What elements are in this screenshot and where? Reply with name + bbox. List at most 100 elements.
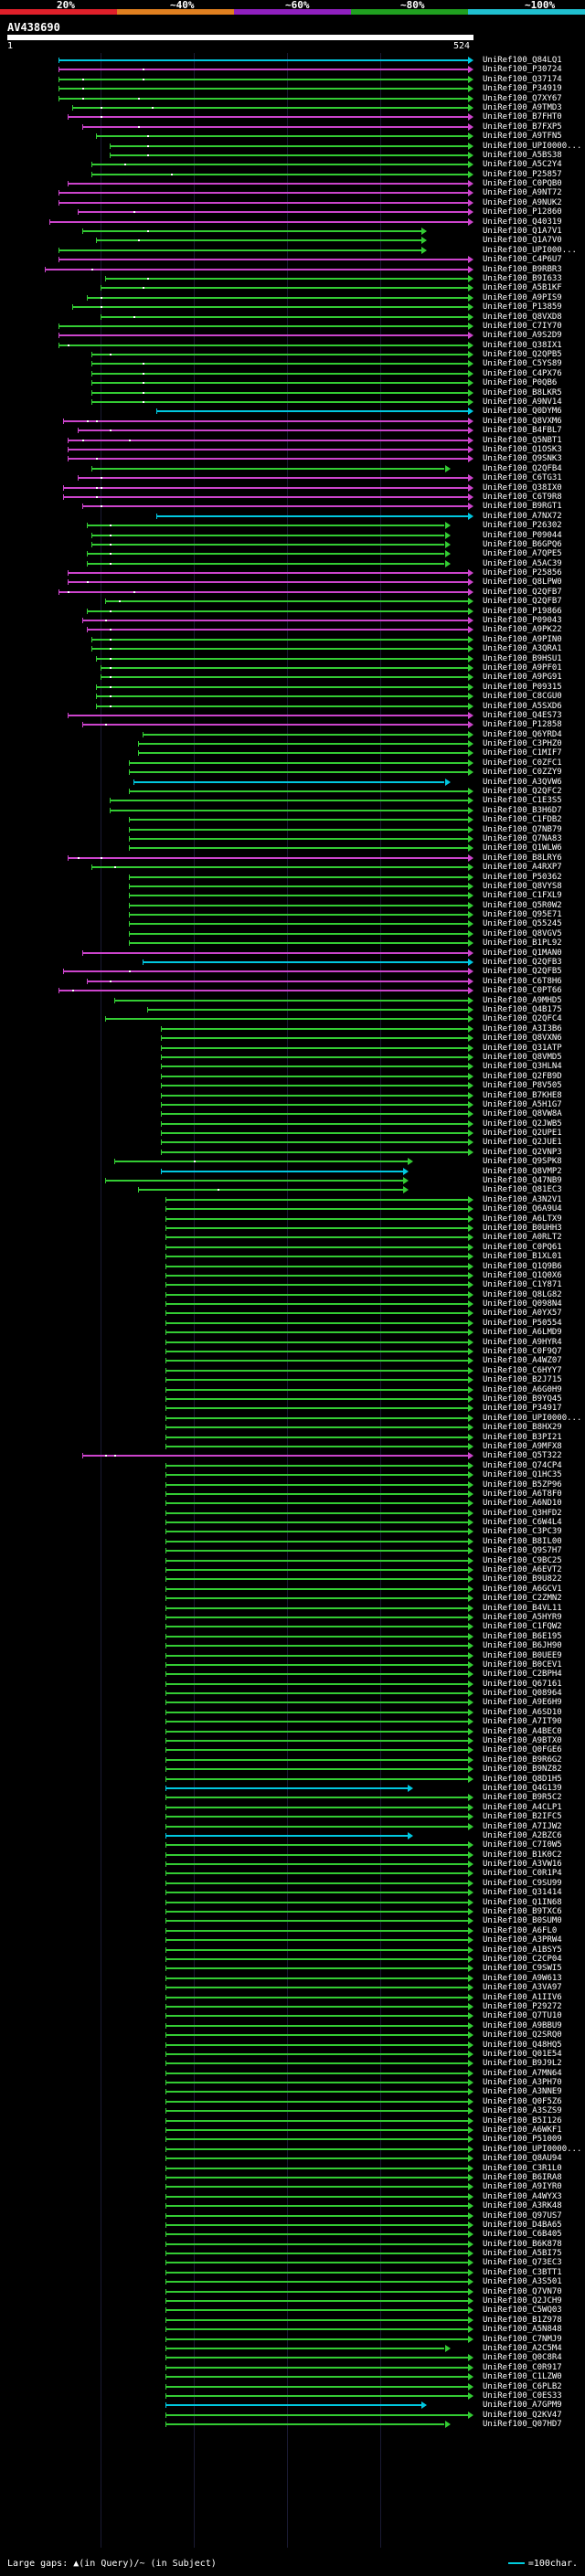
alignment-line[interactable] (81, 951, 468, 954)
hit-id-link[interactable]: UniRef100_C7NMJ9 (483, 2334, 562, 2344)
alignment-line[interactable] (90, 401, 468, 404)
alignment-line[interactable] (58, 259, 468, 261)
hit-id-link[interactable]: UniRef100_Q1Q0X6 (483, 1270, 562, 1280)
alignment-line[interactable] (165, 1777, 468, 1780)
hit-id-link[interactable]: UniRef100_Q7XY67 (483, 93, 562, 103)
hit-id-link[interactable]: UniRef100_C1Y871 (483, 1280, 562, 1290)
alignment-line[interactable] (165, 1569, 468, 1571)
alignment-line[interactable] (81, 230, 421, 233)
hit-row[interactable]: UniRef100_C3PHZ0 (0, 738, 585, 749)
hit-row[interactable]: UniRef100_Q8LPW0 (0, 577, 585, 588)
hit-id-link[interactable]: UniRef100_B8LKR5 (483, 387, 562, 398)
hit-id-link[interactable]: UniRef100_Q7NB79 (483, 824, 562, 834)
hit-id-link[interactable]: UniRef100_A6G0H9 (483, 1384, 562, 1394)
alignment-line[interactable] (114, 1161, 408, 1163)
hit-row[interactable]: UniRef100_A3NNE9 (0, 2086, 585, 2097)
hit-id-link[interactable]: UniRef100_C0ZFC1 (483, 758, 562, 768)
hit-id-link[interactable]: UniRef100_Q2QFB7 (483, 597, 562, 607)
hit-row[interactable]: UniRef100_B4VL11 (0, 1603, 585, 1614)
hit-row[interactable]: UniRef100_Q0DYM6 (0, 406, 585, 417)
hit-id-link[interactable]: UniRef100_Q31ATP (483, 1043, 562, 1053)
alignment-line[interactable] (165, 1882, 468, 1884)
hit-row[interactable]: UniRef100_A9IYR0 (0, 2181, 585, 2192)
hit-id-link[interactable]: UniRef100_A0YX57 (483, 1309, 562, 1319)
hit-row[interactable]: UniRef100_B0UEE9 (0, 1650, 585, 1661)
hit-id-link[interactable]: UniRef100_A5N848 (483, 2325, 562, 2335)
hit-row[interactable]: UniRef100_C4P6U7 (0, 254, 585, 265)
hit-row[interactable]: UniRef100_A2BZC6 (0, 1830, 585, 1841)
hit-row[interactable]: UniRef100_C2BPH4 (0, 1669, 585, 1680)
hit-id-link[interactable]: UniRef100_C0ZZY9 (483, 768, 562, 778)
hit-row[interactable]: UniRef100_Q9S7H7 (0, 1545, 585, 1556)
alignment-line[interactable] (72, 106, 468, 109)
alignment-line[interactable] (101, 676, 468, 679)
hit-row[interactable]: UniRef100_B6JH90 (0, 1640, 585, 1651)
hit-row[interactable]: UniRef100_A5BS38 (0, 150, 585, 161)
hit-id-link[interactable]: UniRef100_B1PL92 (483, 938, 562, 949)
hit-row[interactable]: UniRef100_Q8AU94 (0, 2153, 585, 2164)
hit-id-link[interactable]: UniRef100_C6W4L4 (483, 1518, 562, 1528)
hit-row[interactable]: UniRef100_C7NMJ9 (0, 2334, 585, 2345)
hit-id-link[interactable]: UniRef100_Q84LQ1 (483, 56, 562, 65)
alignment-line[interactable] (63, 970, 468, 973)
alignment-line[interactable] (81, 125, 468, 128)
hit-row[interactable]: UniRef100_P51009 (0, 2134, 585, 2145)
alignment-line[interactable] (137, 743, 468, 746)
hit-row[interactable]: UniRef100_B2IFC5 (0, 1811, 585, 1822)
hit-id-link[interactable]: UniRef100_Q2FB9D (483, 1071, 562, 1081)
hit-id-link[interactable]: UniRef100_Q47NB9 (483, 1176, 562, 1186)
alignment-line[interactable] (110, 154, 468, 156)
hit-id-link[interactable]: UniRef100_C8CGU0 (483, 692, 562, 702)
alignment-line[interactable] (68, 458, 468, 461)
hit-id-link[interactable]: UniRef100_A5BS38 (483, 150, 562, 160)
hit-row[interactable]: UniRef100_Q40319 (0, 217, 585, 228)
hit-id-link[interactable]: UniRef100_UPI0000... (483, 141, 582, 151)
hit-id-link[interactable]: UniRef100_B5I126 (483, 2115, 562, 2125)
hit-id-link[interactable]: UniRef100_Q8D1H5 (483, 1774, 562, 1784)
hit-row[interactable]: UniRef100_P34919 (0, 83, 585, 94)
hit-row[interactable]: UniRef100_A6FL0 (0, 1925, 585, 1936)
alignment-line[interactable] (86, 562, 445, 565)
hit-row[interactable]: UniRef100_C7IY70 (0, 321, 585, 332)
hit-id-link[interactable]: UniRef100_P30724 (483, 65, 562, 75)
hit-id-link[interactable]: UniRef100_Q8VMD5 (483, 1052, 562, 1062)
alignment-line[interactable] (90, 534, 445, 536)
hit-id-link[interactable]: UniRef100_C9BC25 (483, 1555, 562, 1565)
alignment-line[interactable] (90, 382, 468, 385)
hit-id-link[interactable]: UniRef100_Q8VMP2 (483, 1166, 562, 1176)
alignment-line[interactable] (81, 724, 468, 726)
alignment-line[interactable] (165, 1341, 468, 1343)
alignment-line[interactable] (165, 1312, 468, 1315)
hit-row[interactable]: UniRef100_C1FDB2 (0, 814, 585, 825)
hit-id-link[interactable]: UniRef100_Q40319 (483, 217, 562, 227)
hit-row[interactable]: UniRef100_Q37174 (0, 74, 585, 85)
hit-row[interactable]: UniRef100_Q5T322 (0, 1450, 585, 1461)
alignment-line[interactable] (165, 1853, 468, 1856)
alignment-line[interactable] (161, 1065, 468, 1068)
hit-id-link[interactable]: UniRef100_Q4G139 (483, 1783, 562, 1793)
hit-row[interactable]: UniRef100_P12860 (0, 207, 585, 217)
alignment-line[interactable] (128, 942, 468, 945)
hit-id-link[interactable]: UniRef100_A7NX72 (483, 511, 562, 521)
hit-row[interactable]: UniRef100_B1Z978 (0, 2315, 585, 2326)
hit-id-link[interactable]: UniRef100_A4WYX3 (483, 2191, 562, 2201)
alignment-line[interactable] (165, 2242, 468, 2245)
hit-row[interactable]: UniRef100_Q5NBT1 (0, 435, 585, 446)
hit-id-link[interactable]: UniRef100_B6JH90 (483, 1641, 562, 1651)
hit-row[interactable]: UniRef100_A6EVT2 (0, 1564, 585, 1575)
hit-id-link[interactable]: UniRef100_C3PC39 (483, 1527, 562, 1537)
alignment-line[interactable] (165, 2214, 468, 2217)
hit-row[interactable]: UniRef100_P29272 (0, 2001, 585, 2012)
hit-row[interactable]: UniRef100_B4FBL7 (0, 425, 585, 436)
hit-id-link[interactable]: UniRef100_Q31414 (483, 1888, 562, 1898)
alignment-line[interactable] (165, 2062, 468, 2065)
alignment-line[interactable] (165, 1682, 468, 1685)
hit-row[interactable]: UniRef100_A5C2Y4 (0, 159, 585, 170)
hit-id-link[interactable]: UniRef100_P0QB6 (483, 378, 558, 388)
hit-id-link[interactable]: UniRef100_B8LRY6 (483, 853, 562, 863)
hit-id-link[interactable]: UniRef100_B8IL00 (483, 1536, 562, 1546)
alignment-line[interactable] (165, 1635, 468, 1638)
hit-row[interactable]: UniRef100_B0UHH3 (0, 1223, 585, 1234)
hit-id-link[interactable]: UniRef100_B6IRA8 (483, 2172, 562, 2182)
alignment-line[interactable] (165, 2271, 468, 2274)
